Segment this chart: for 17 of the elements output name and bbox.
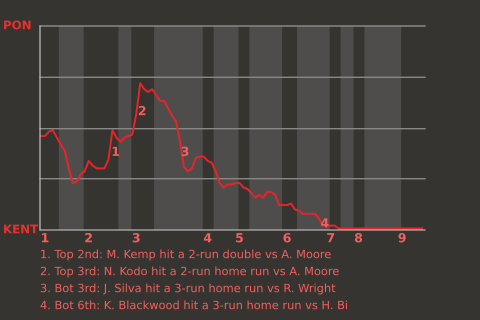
x-tick-label: 3 bbox=[132, 233, 140, 242]
x-tick-label: 7 bbox=[327, 233, 334, 242]
text: 1. Top 2nd: M. Kemp hit a 2-run double vs A. Moore bbox=[41, 249, 331, 261]
text: 4. Bot 6th: K. Blackwood hit a 3-run home run vs H. Bi bbox=[40, 300, 347, 310]
x-tick-label: 9 bbox=[398, 233, 406, 242]
x-tick-label: 2 bbox=[85, 233, 92, 242]
x-tick-label: 6 bbox=[284, 233, 291, 242]
x-tick-label: 5 bbox=[236, 233, 243, 242]
x-tick-label: 1 bbox=[42, 233, 48, 242]
x-tick-label: 8 bbox=[354, 233, 362, 242]
annotation: 2 bbox=[138, 106, 146, 116]
x-tick-label: 4 bbox=[204, 233, 212, 242]
text: 3. Bot 3rd: J. Silva hit a 3-run home run vs R. Wright bbox=[40, 283, 336, 295]
text: 2. Top 3rd: N. Kodo hit a 2-run home run vs A. Moore bbox=[40, 266, 339, 278]
annotation: 1 bbox=[112, 146, 120, 156]
text: PON bbox=[4, 20, 30, 30]
text: KENT bbox=[4, 224, 38, 234]
